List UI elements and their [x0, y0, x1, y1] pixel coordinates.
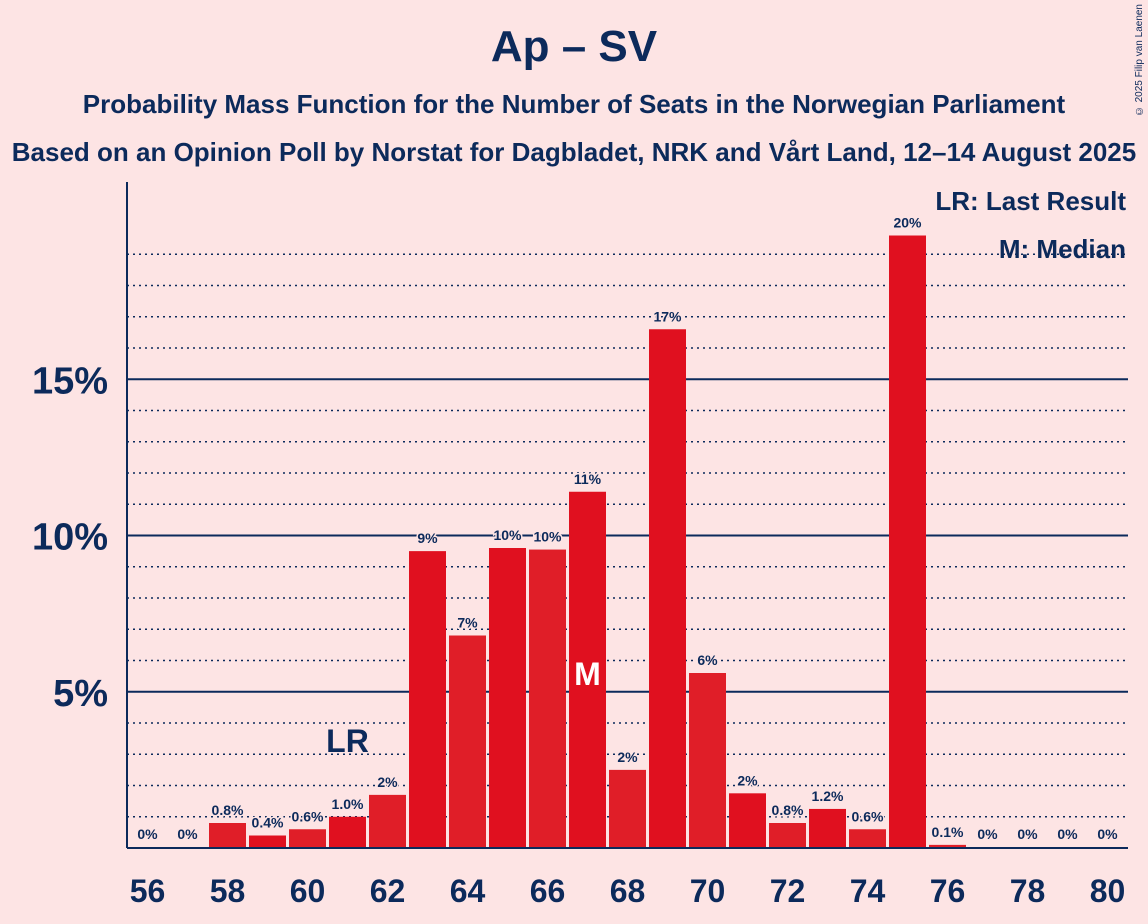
chart-subtitle: Probability Mass Function for the Number…	[82, 89, 1066, 119]
data-label: 10%	[493, 527, 522, 543]
x-tick-label: 66	[530, 873, 566, 909]
bar	[369, 794, 406, 848]
x-tick-label: 56	[130, 873, 166, 909]
bar	[809, 808, 846, 848]
x-tick-label: 70	[690, 873, 726, 909]
x-tick-label: 64	[450, 873, 486, 909]
data-label: 2%	[617, 749, 638, 765]
data-label: 0.8%	[212, 802, 244, 818]
data-label: 0.1%	[932, 824, 964, 840]
bar	[689, 673, 726, 848]
bar	[449, 635, 486, 848]
x-tick-label: 58	[210, 873, 246, 909]
y-tick-label: 10%	[32, 517, 108, 559]
bar	[729, 793, 766, 848]
bar	[649, 329, 686, 848]
data-label: 20%	[893, 215, 922, 231]
data-label: 1.0%	[332, 796, 364, 812]
data-label: 10%	[533, 529, 562, 545]
chart-source: Based on an Opinion Poll by Norstat for …	[11, 137, 1137, 167]
data-label: 0%	[137, 826, 158, 842]
data-label: 0.6%	[292, 808, 324, 824]
chart-title: Ap – SV	[490, 22, 658, 71]
data-label: 6%	[697, 652, 718, 668]
x-tick-label: 78	[1010, 873, 1046, 909]
x-tick-label: 76	[930, 873, 966, 909]
bar	[249, 835, 286, 848]
bar	[609, 769, 646, 848]
data-label: 0%	[1017, 826, 1038, 842]
data-label: 0.8%	[772, 802, 804, 818]
y-tick-label: 5%	[53, 673, 108, 715]
bar	[209, 823, 246, 848]
x-tick-label: 80	[1090, 873, 1126, 909]
bar	[489, 548, 526, 848]
data-label: 0%	[1097, 826, 1118, 842]
bar	[929, 844, 966, 848]
data-label: 2%	[377, 774, 398, 790]
bar	[569, 491, 606, 848]
last-result-marker: LR	[326, 723, 369, 759]
bar	[849, 829, 886, 848]
median-marker: M	[574, 656, 601, 692]
data-label: 9%	[417, 530, 438, 546]
bar	[409, 551, 446, 848]
data-label: 0.6%	[852, 808, 884, 824]
data-label: 2%	[737, 772, 758, 788]
data-label: 1.2%	[812, 788, 844, 804]
legend-entry: M: Median	[999, 234, 1126, 264]
data-label: 7%	[457, 615, 478, 631]
x-tick-label: 60	[290, 873, 326, 909]
bar	[769, 823, 806, 848]
data-label: 0%	[1057, 826, 1078, 842]
data-label: 17%	[653, 308, 682, 324]
bar	[889, 235, 926, 848]
x-tick-label: 74	[850, 873, 886, 909]
y-tick-label: 15%	[32, 360, 108, 402]
bar	[289, 829, 326, 848]
bar	[329, 816, 366, 848]
legend-entry: LR: Last Result	[935, 186, 1126, 216]
bar	[529, 549, 566, 848]
data-label: 11%	[574, 471, 602, 487]
x-tick-label: 62	[370, 873, 406, 909]
data-label: 0.4%	[252, 815, 284, 831]
x-tick-label: 68	[610, 873, 646, 909]
data-label: 0%	[177, 826, 198, 842]
data-label: 0%	[977, 826, 998, 842]
x-tick-label: 72	[770, 873, 806, 909]
